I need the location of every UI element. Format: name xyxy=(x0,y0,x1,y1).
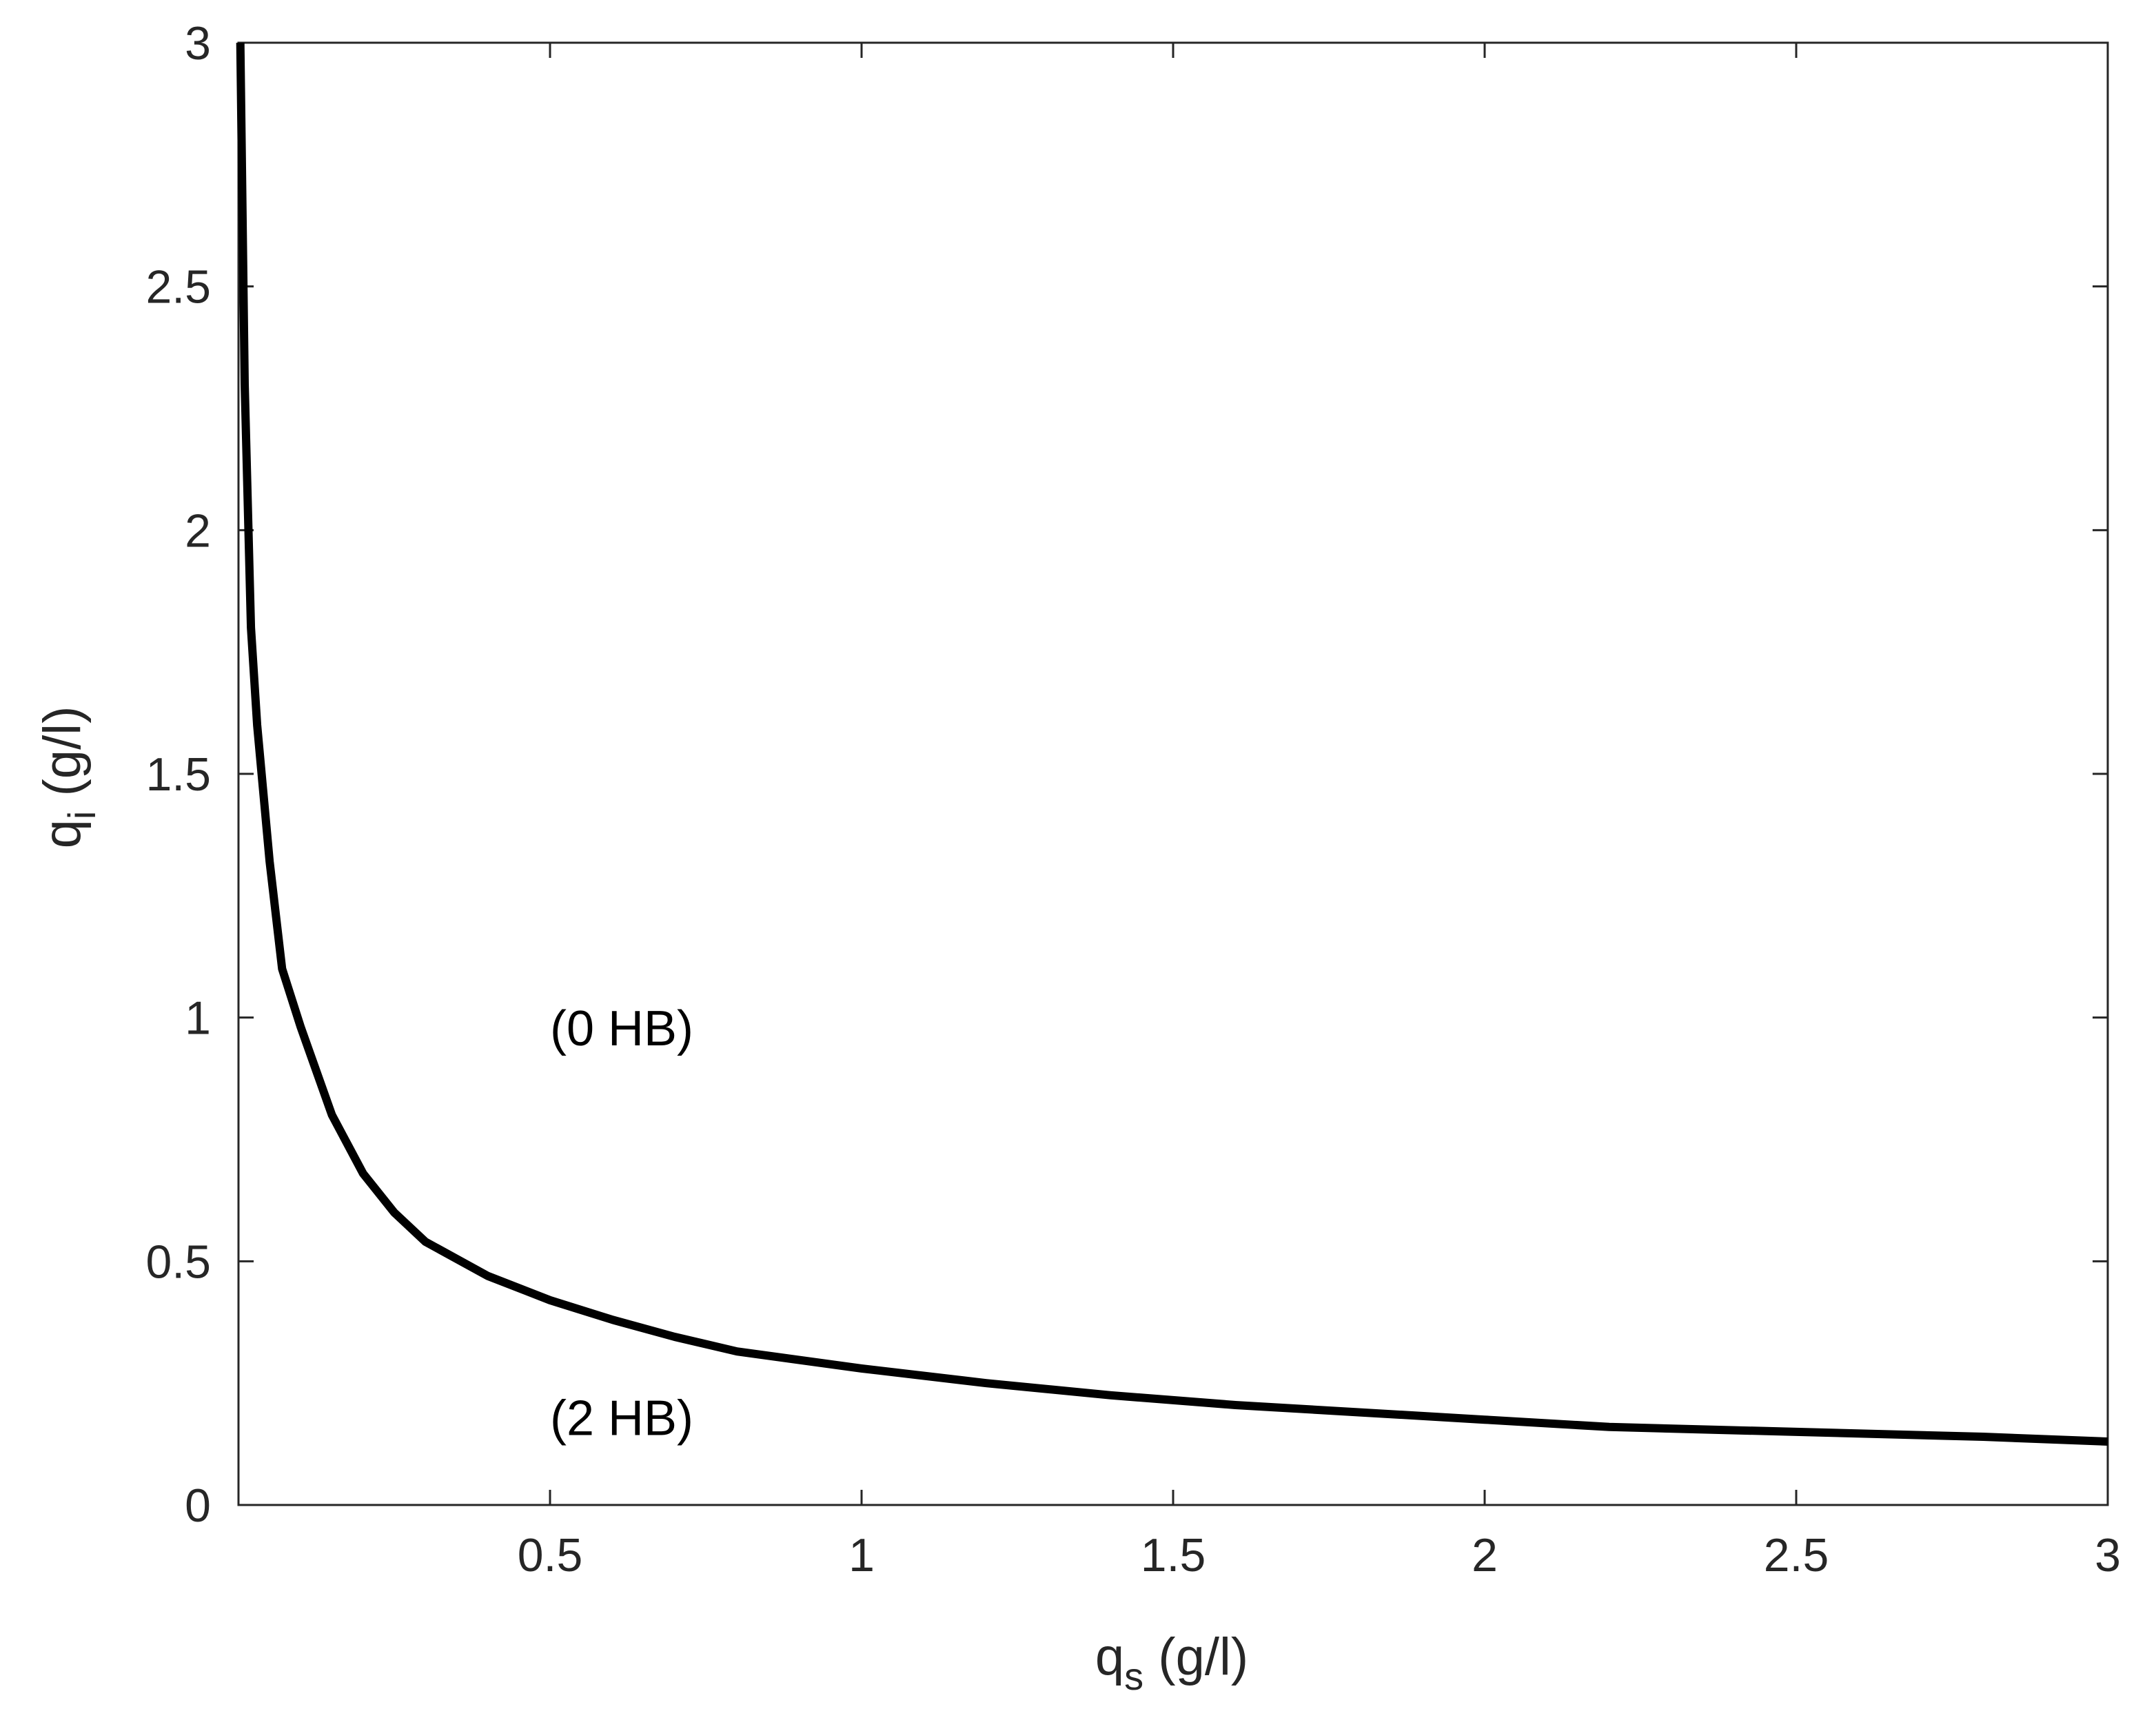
y-axis-label-subscript: i xyxy=(60,811,103,819)
x-tick-label: 2 xyxy=(1472,1529,1498,1581)
x-tick-label: 0.5 xyxy=(518,1529,583,1581)
series-line xyxy=(236,42,2108,1446)
y-tick-label: 2.5 xyxy=(145,261,211,314)
y-axis-label: qi (g/l) xyxy=(33,706,103,849)
series-layer xyxy=(236,42,2108,1446)
y-axis-label-unit: (g/l) xyxy=(33,706,92,811)
y-tick-label: 3 xyxy=(185,17,211,70)
x-axis-label-base: q xyxy=(1095,1628,1124,1686)
x-axis-label-subscript: s xyxy=(1124,1655,1143,1698)
plot-area: 0.5 1 1.5 2 2.5 3 0 0.5 1 1.5 2 2.5 3 xyxy=(145,17,2120,1581)
x-tick-label: 3 xyxy=(2095,1529,2121,1581)
x-tick-label: 1.5 xyxy=(1141,1529,1206,1581)
y-tick-label: 0.5 xyxy=(145,1236,211,1288)
x-axis-label-unit: (g/l) xyxy=(1143,1628,1248,1686)
x-tick-label: 2.5 xyxy=(1764,1529,1829,1581)
annotation-label: (0 HB) xyxy=(550,1001,693,1056)
y-tick-label: 1 xyxy=(185,992,211,1045)
y-tick-label: 2 xyxy=(185,504,211,557)
x-tick-label: 1 xyxy=(848,1529,875,1581)
y-tick-label: 0 xyxy=(185,1479,211,1532)
annotation-layer: (0 HB) (2 HB) xyxy=(550,1001,693,1446)
x-axis-label: qs (g/l) xyxy=(1095,1628,1248,1698)
y-axis-label-base: q xyxy=(33,819,92,848)
annotation-label: (2 HB) xyxy=(550,1391,693,1446)
y-tick-label: 1.5 xyxy=(145,748,211,801)
